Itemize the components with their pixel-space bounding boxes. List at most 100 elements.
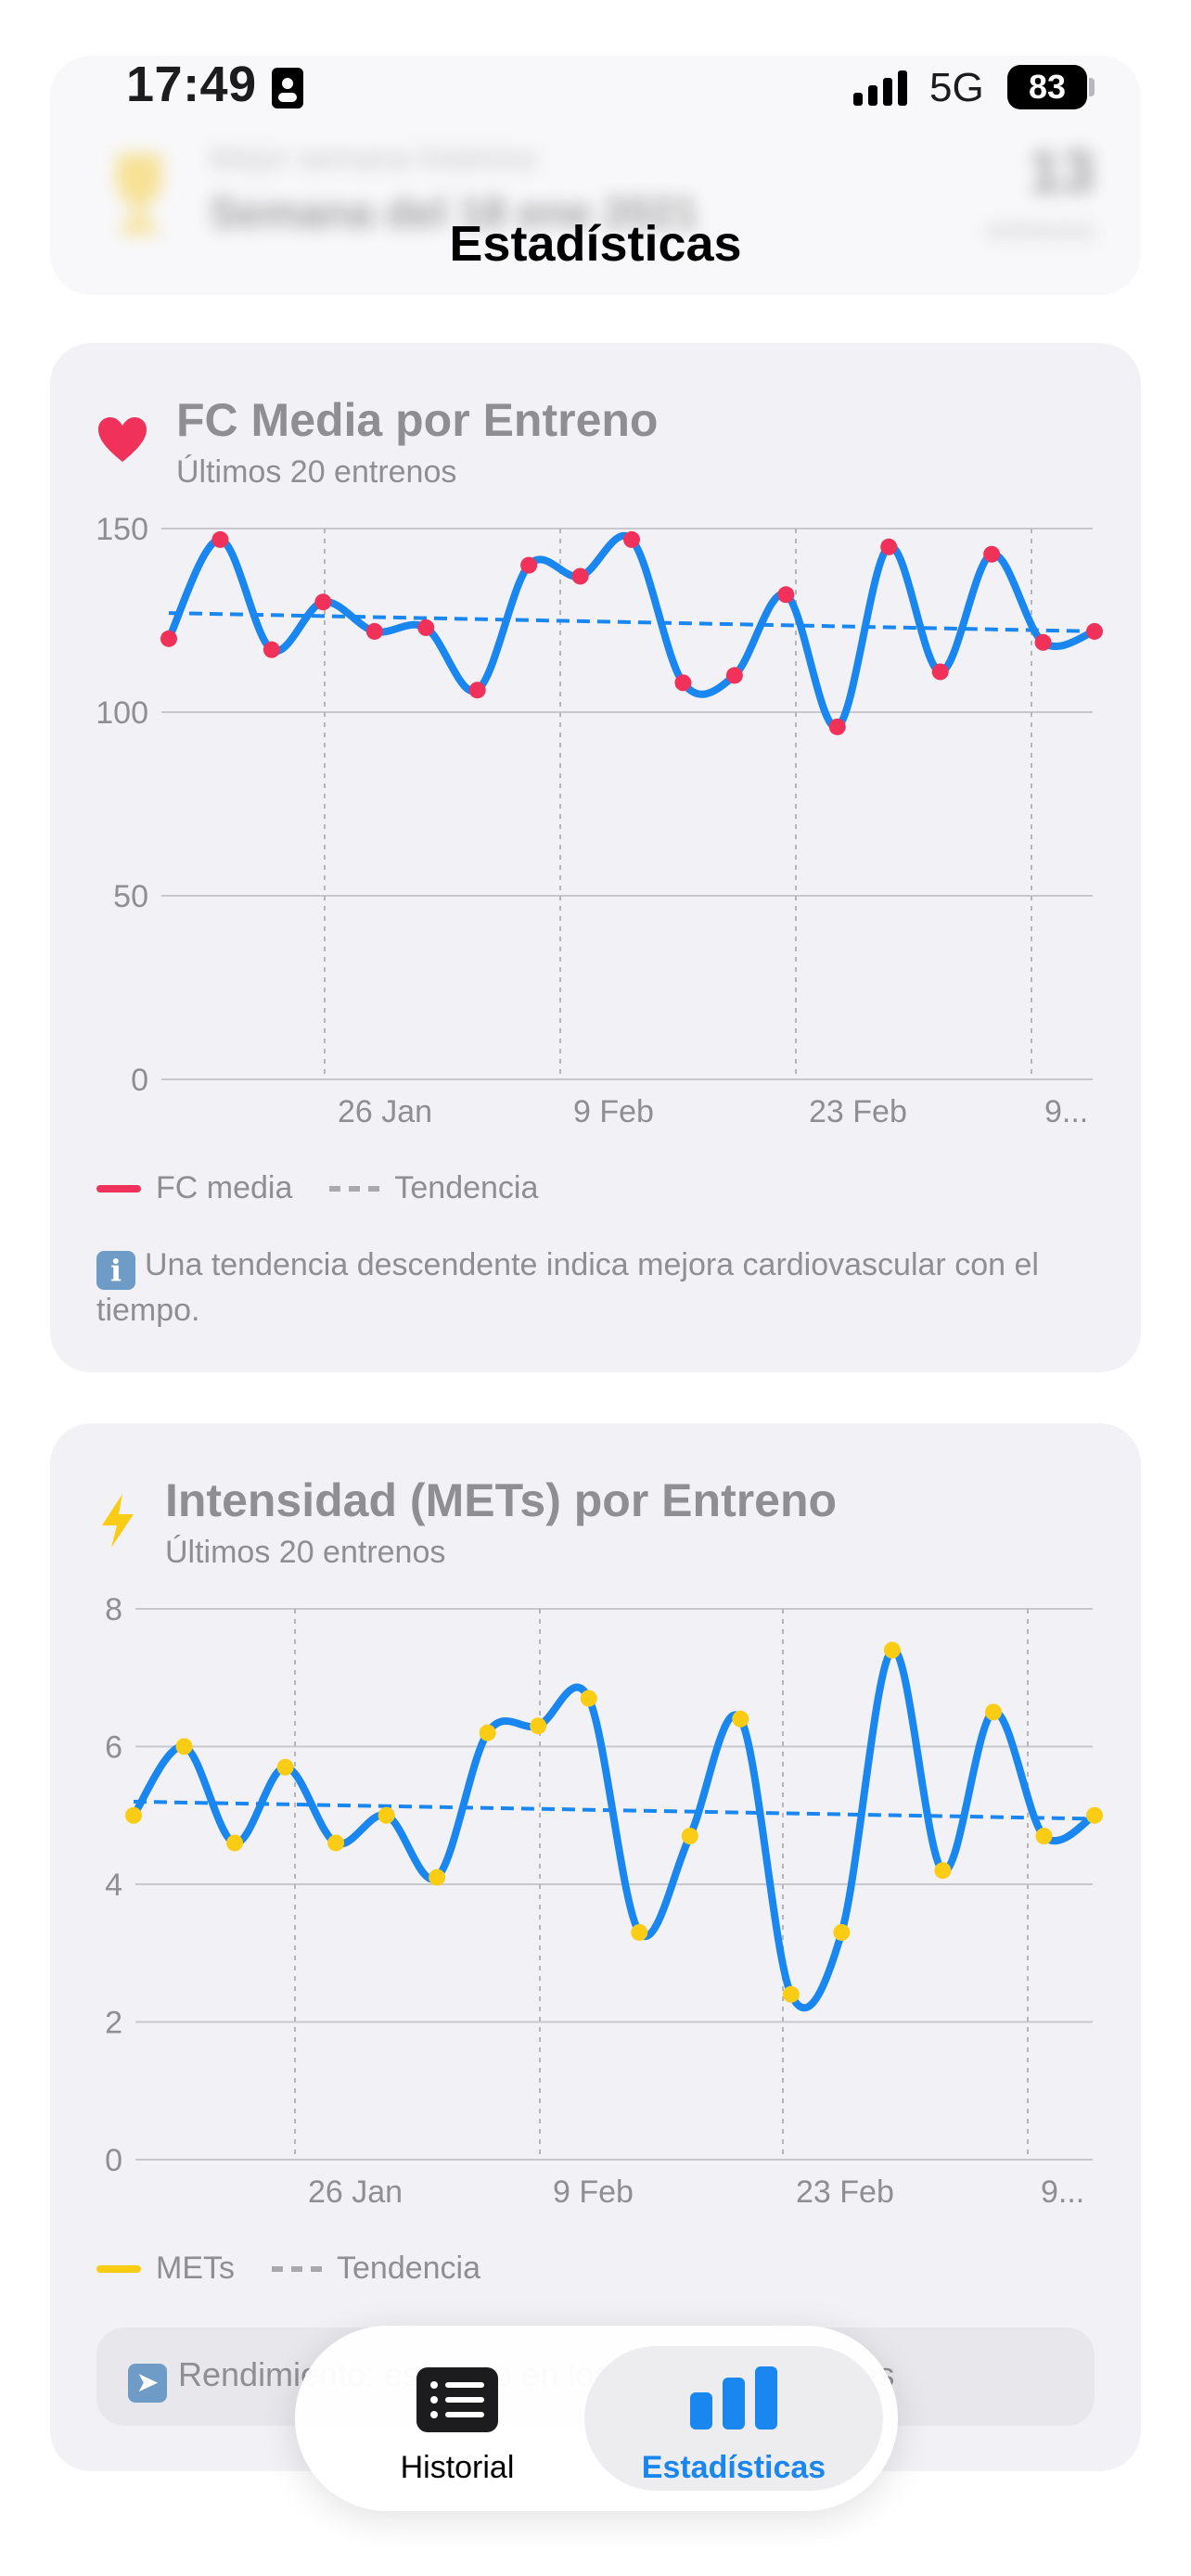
hr-note: i Una tendencia descendente indica mejora… <box>96 1244 1098 1331</box>
list-icon <box>416 2367 498 2432</box>
mets-legend-series: METs <box>156 2251 235 2286</box>
best-week-unit: entrenos <box>986 215 1095 246</box>
heart-icon <box>98 417 147 462</box>
mets-data-point <box>1086 1806 1103 1824</box>
mets-data-point <box>782 1985 800 2003</box>
signal-icon <box>853 70 907 106</box>
hr-data-point <box>983 545 1001 563</box>
best-week-value: Semana del 18 ene 2021 <box>210 188 698 236</box>
best-week-label: Mejor semana histórica <box>210 141 536 176</box>
mets-data-point <box>276 1758 294 1776</box>
hr-legend-swatch <box>96 1184 141 1192</box>
hr-legend-trend: Tendencia <box>394 1170 539 1205</box>
hr-card-title: FC Media por Entreno <box>176 394 659 446</box>
hr-data-point <box>777 586 795 604</box>
hr-note-text: Una tendencia descendente indica mejora … <box>96 1247 1039 1328</box>
mets-data-point <box>479 1724 496 1741</box>
hr-trend-line <box>168 611 1095 633</box>
mets-legend-swatch <box>96 2264 141 2273</box>
mets-card-subtitle: Últimos 20 entrenos <box>165 1535 446 1570</box>
mets-data-point <box>530 1717 547 1735</box>
mets-data-point <box>732 1710 749 1728</box>
hr-data-point <box>417 618 435 636</box>
info-icon: i <box>96 1251 135 1290</box>
hr-y-tick-label: 100 <box>96 695 148 731</box>
mets-data-point <box>631 1923 648 1941</box>
hr-x-tick-label: 9 Feb <box>573 1094 654 1129</box>
mets-y-tick-label: 0 <box>105 2143 122 2178</box>
hr-y-tick-label: 0 <box>131 1063 148 1098</box>
hr-x-tick-label: 26 Jan <box>338 1094 432 1129</box>
tab-historial[interactable]: Historial <box>323 2326 592 2511</box>
mets-legend: METs Tendencia <box>96 2251 480 2287</box>
tab-estadisticas[interactable]: Estadísticas <box>584 2346 883 2491</box>
hr-legend-series: FC media <box>156 1170 293 1205</box>
mets-data-point <box>883 1641 901 1659</box>
mets-series-line <box>130 1646 1098 2012</box>
hr-series-line <box>165 531 1098 731</box>
hr-data-point <box>520 556 538 574</box>
best-week-count: 13 <box>1028 138 1095 205</box>
mets-data-point <box>429 1868 446 1886</box>
trophy-icon <box>117 154 161 234</box>
battery-nub <box>1089 78 1095 96</box>
tab-bar: Historial Estadísticas <box>295 2326 898 2511</box>
mets-data-point <box>378 1806 395 1824</box>
mets-data-point <box>226 1834 244 1852</box>
hr-data-point <box>828 718 846 735</box>
mets-x-tick-label: 26 Jan <box>308 2174 403 2210</box>
hr-data-point <box>725 667 743 684</box>
mets-y-tick-label: 2 <box>105 2006 122 2041</box>
hr-data-point <box>160 630 177 647</box>
mets-line-chart: 0 2 4 6 8 26 Jan 9 Feb 23 Feb 9... <box>105 1592 1103 2210</box>
hr-data-point <box>1086 622 1103 640</box>
hr-data-point <box>314 593 332 611</box>
hr-y-tick-label: 50 <box>113 879 148 914</box>
mets-y-tick-label: 8 <box>105 1592 122 1627</box>
bar-chart-icon <box>690 2366 777 2429</box>
tab-estadisticas-label: Estadísticas <box>641 2450 826 2485</box>
mets-y-tick-label: 6 <box>105 1730 122 1766</box>
mets-data-point <box>1035 1828 1053 1845</box>
hr-data-point <box>931 663 949 681</box>
mets-data-point <box>984 1703 1002 1721</box>
hr-y-tick-label: 150 <box>96 512 148 547</box>
mets-data-point <box>125 1806 142 1824</box>
tab-historial-label: Historial <box>400 2450 515 2485</box>
mets-data-point <box>681 1828 698 1845</box>
mets-x-tick-label: 23 Feb <box>796 2174 894 2210</box>
hr-legend: FC media Tendencia <box>96 1170 538 1206</box>
mets-y-tick-label: 4 <box>105 1868 122 1903</box>
status-time: 17:49 <box>126 57 257 112</box>
hr-chart-card: FC Media por Entreno Últimos 20 entrenos… <box>50 343 1141 1372</box>
hr-data-point <box>571 567 589 585</box>
hr-card-subtitle: Últimos 20 entrenos <box>176 454 457 490</box>
mets-data-point <box>580 1690 597 1707</box>
hr-data-point <box>468 682 486 699</box>
arrow-right-icon: ➤ <box>128 2364 167 2403</box>
mets-card-title: Intensidad (METs) por Entreno <box>165 1474 838 1526</box>
best-week-card: Mejor semana histórica Semana del 18 ene… <box>50 56 1141 295</box>
hr-x-tick-label: 9... <box>1044 1094 1088 1129</box>
hr-data-point <box>623 530 640 548</box>
mets-data-point <box>175 1738 193 1755</box>
mets-chart-card: Intensidad (METs) por Entreno Últimos 20… <box>50 1423 1141 2471</box>
mets-data-point <box>934 1862 952 1880</box>
battery-icon: 83 <box>1007 65 1087 109</box>
mets-data-point <box>327 1834 345 1852</box>
hr-x-tick-label: 23 Feb <box>809 1094 907 1129</box>
status-bar: 17:49 5G 83 <box>0 0 1191 176</box>
mets-x-tick-label: 9... <box>1041 2174 1084 2210</box>
network-label: 5G <box>929 65 984 110</box>
mets-legend-trend-swatch <box>272 2265 322 2272</box>
hr-data-point <box>211 530 229 548</box>
hr-data-point <box>674 674 692 692</box>
hr-data-point <box>263 641 280 658</box>
mets-x-tick-label: 9 Feb <box>553 2174 634 2210</box>
id-card-icon <box>272 68 303 108</box>
mets-data-point <box>833 1923 851 1941</box>
mets-legend-trend: Tendencia <box>337 2251 481 2286</box>
hr-legend-trend-swatch <box>329 1185 380 1192</box>
hr-data-point <box>880 538 898 555</box>
hr-line-chart: 0 50 100 150 26 Jan 9 Feb 23 Feb 9... <box>96 512 1103 1129</box>
